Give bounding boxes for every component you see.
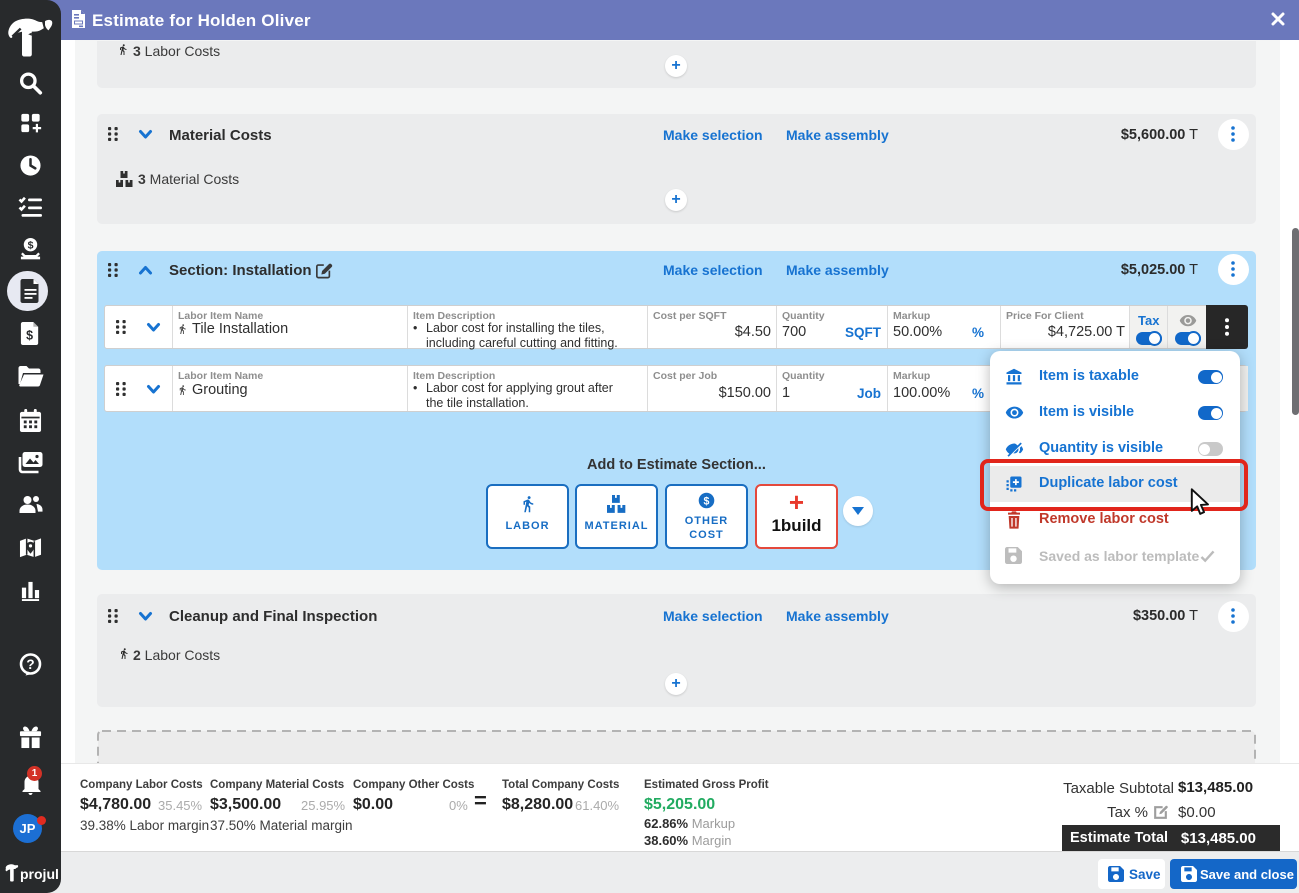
svg-text:$: $ <box>28 240 34 252</box>
svg-text:$: $ <box>26 328 33 342</box>
svg-text:$: $ <box>704 495 710 507</box>
svg-text:?: ? <box>26 657 34 672</box>
